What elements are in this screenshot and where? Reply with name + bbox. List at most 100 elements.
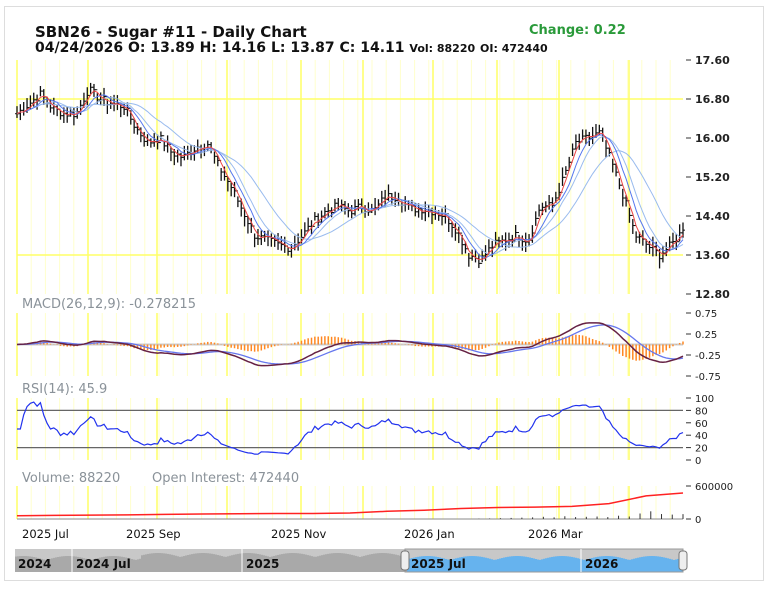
navigator-area: [507, 556, 509, 572]
navigator-handle[interactable]: [400, 550, 410, 571]
navigator-area: [167, 553, 169, 572]
y-tick-label: -0.75: [695, 372, 721, 383]
navigator-handle[interactable]: [678, 550, 688, 571]
x-axis-label: 2025 Jul: [22, 527, 69, 541]
navigator-area: [447, 559, 449, 572]
navigator-area: [17, 556, 19, 572]
y-tick-label: 20: [695, 444, 708, 455]
navigator-area: [83, 558, 85, 572]
navigator-area: [237, 553, 239, 572]
navigator-area: [155, 553, 157, 572]
navigator-area: [597, 556, 599, 572]
navigator-area: [461, 556, 463, 572]
y-tick-label: 0: [695, 456, 701, 467]
navigator-area: [291, 553, 293, 572]
navigator-area: [645, 556, 647, 572]
navigator-area: [127, 557, 129, 572]
navigator-area: [341, 553, 343, 572]
navigator-area: [383, 553, 385, 572]
navigator-label: 2024 Jul: [76, 557, 131, 571]
y-tick-label: 0: [695, 515, 701, 526]
navigator-area: [301, 553, 303, 572]
navigator-area: [233, 554, 235, 572]
navigator-area: [201, 553, 203, 572]
navigator-area: [373, 553, 375, 572]
navigator-area: [459, 557, 461, 572]
navigator-area: [65, 556, 67, 572]
y-tick-label: 17.60: [695, 54, 730, 67]
navigator-area: [449, 559, 451, 572]
navigator-area: [369, 554, 371, 572]
navigator-area: [311, 556, 313, 572]
navigator-area: [389, 553, 391, 572]
navigator-area: [309, 555, 311, 572]
navigator-area: [391, 553, 393, 572]
y-tick-label: 80: [695, 406, 708, 417]
navigator-area: [339, 553, 341, 572]
navigator-area: [101, 557, 103, 572]
navigator-area: [221, 556, 223, 572]
navigator-area: [153, 553, 155, 572]
navigator-area: [601, 556, 603, 572]
navigator-area: [215, 554, 217, 572]
navigator-area: [59, 556, 61, 572]
y-tick-label: 14.40: [695, 210, 730, 223]
navigator-area: [49, 558, 51, 572]
navigator-area: [463, 556, 465, 572]
navigator-area: [181, 556, 183, 572]
navigator-area: [297, 553, 299, 572]
navigator-area: [539, 559, 541, 572]
navigator-area: [503, 557, 505, 572]
navigator-area: [441, 557, 443, 572]
navigator-area: [493, 559, 495, 572]
navigator-area: [321, 555, 323, 572]
navigator-area: [67, 556, 69, 572]
navigator-area: [663, 557, 665, 572]
navigator-area: [273, 555, 275, 572]
navigator-area: [495, 559, 497, 572]
navigator-area: [271, 556, 273, 572]
y-tick-label: 13.60: [695, 249, 730, 262]
navigator-area: [365, 555, 367, 572]
x-axis-label: 2026 Jan: [404, 527, 455, 541]
navigator-area: [623, 558, 625, 572]
navigator-area: [429, 556, 431, 572]
navigator-area: [551, 556, 553, 572]
navigator-area: [249, 553, 251, 572]
navigator-area: [159, 553, 161, 572]
y-tick-label: 0.75: [695, 309, 717, 320]
navigator-area: [547, 557, 549, 572]
navigator-area: [211, 553, 213, 572]
oi-label: Open Interest: 472440: [152, 471, 300, 486]
navigator-area: [327, 553, 329, 572]
navigator-area: [469, 556, 471, 572]
navigator-area: [277, 554, 279, 572]
ma-mid-line: [16, 94, 684, 259]
navigator-area: [141, 555, 143, 572]
navigator-area: [139, 558, 141, 572]
navigator-area: [557, 556, 559, 572]
navigator-area: [219, 555, 221, 572]
y-tick-label: 0.25: [695, 330, 717, 341]
navigator-area: [123, 557, 125, 572]
navigator-area: [491, 559, 493, 572]
navigator-area: [511, 556, 513, 572]
navigator-area: [413, 557, 415, 572]
navigator-area: [569, 556, 571, 572]
navigator-area: [439, 557, 441, 572]
navigator-area: [299, 553, 301, 572]
navigator-area: [445, 558, 447, 572]
navigator-area: [243, 553, 245, 572]
navigator-area: [505, 557, 507, 572]
navigator-area: [621, 558, 623, 572]
navigator-area: [173, 555, 175, 572]
navigator-area: [283, 553, 285, 572]
navigator-area: [137, 559, 139, 572]
navigator-area: [91, 559, 93, 572]
navigator-area: [673, 559, 675, 572]
navigator-area: [489, 558, 491, 572]
navigator-area: [213, 554, 215, 572]
navigator-area: [77, 556, 79, 572]
navigator-area: [129, 558, 131, 572]
